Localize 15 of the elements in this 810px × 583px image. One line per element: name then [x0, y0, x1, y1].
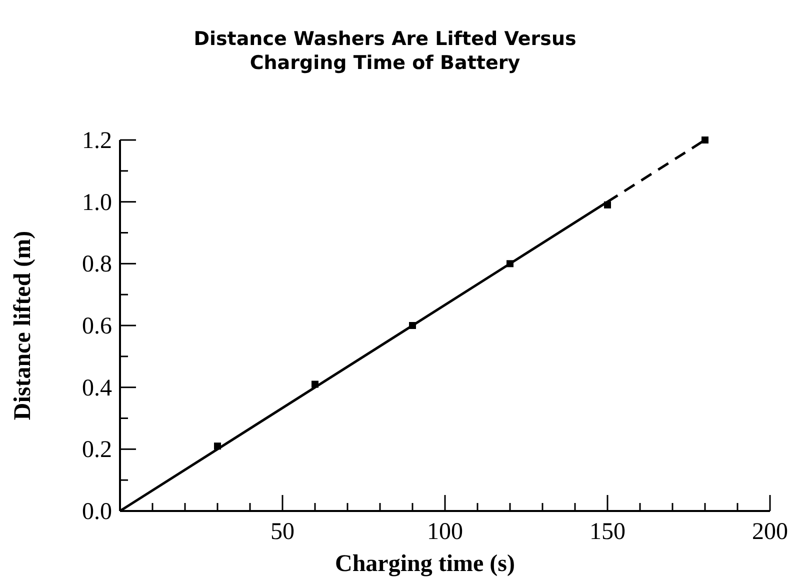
y-tick-label: 0.6 [82, 314, 112, 340]
y-tick-label: 1.0 [82, 190, 112, 216]
y-tick-label: 0.0 [82, 499, 112, 525]
x-tick-label: 50 [270, 519, 294, 545]
y-tick-label: 0.2 [82, 437, 112, 464]
x-axis-title: Charging time (s) [335, 551, 515, 577]
y-tick-label: 1.2 [82, 128, 112, 154]
chart-title: Distance Washers Are Lifted Versus Charging Time of Battery [194, 28, 576, 74]
x-tick-label: 100 [427, 519, 463, 545]
y-tick-label: 0.8 [82, 252, 112, 278]
x-tick-label: 200 [752, 519, 788, 545]
y-tick-label: 0.4 [82, 375, 112, 402]
y-axis-title: Distance lifted (m) [10, 230, 36, 420]
point [702, 136, 708, 144]
x-tick-label: 150 [590, 519, 626, 545]
